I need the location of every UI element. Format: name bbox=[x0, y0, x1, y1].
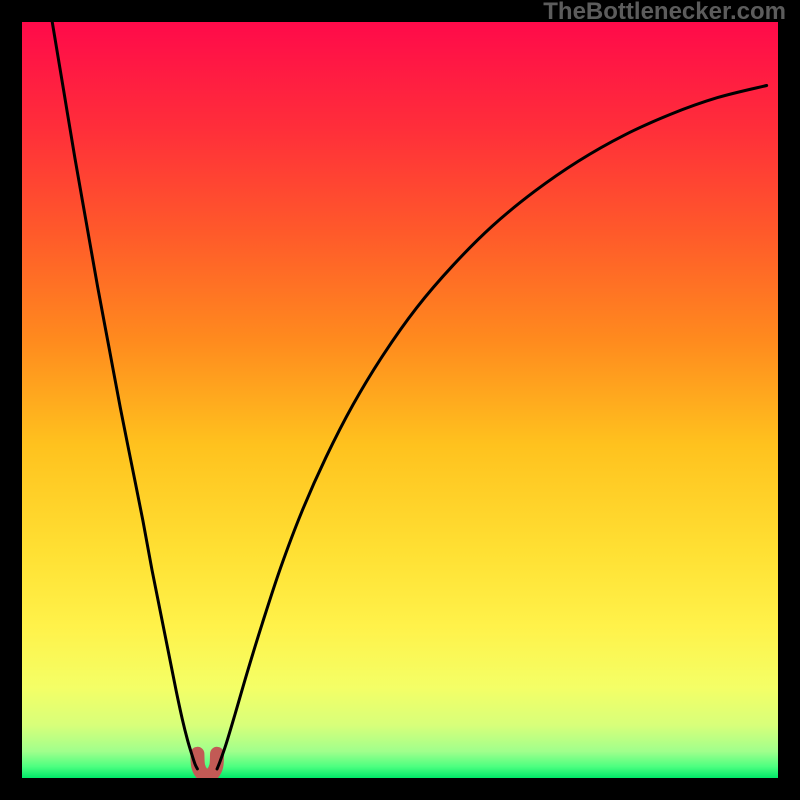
chart-stage: TheBottlenecker.com bbox=[0, 0, 800, 800]
curve-left bbox=[52, 22, 197, 769]
valley-marker bbox=[197, 754, 217, 777]
plot-overlay-svg bbox=[0, 0, 800, 800]
curve-right bbox=[217, 86, 767, 769]
watermark-text: TheBottlenecker.com bbox=[543, 0, 786, 26]
